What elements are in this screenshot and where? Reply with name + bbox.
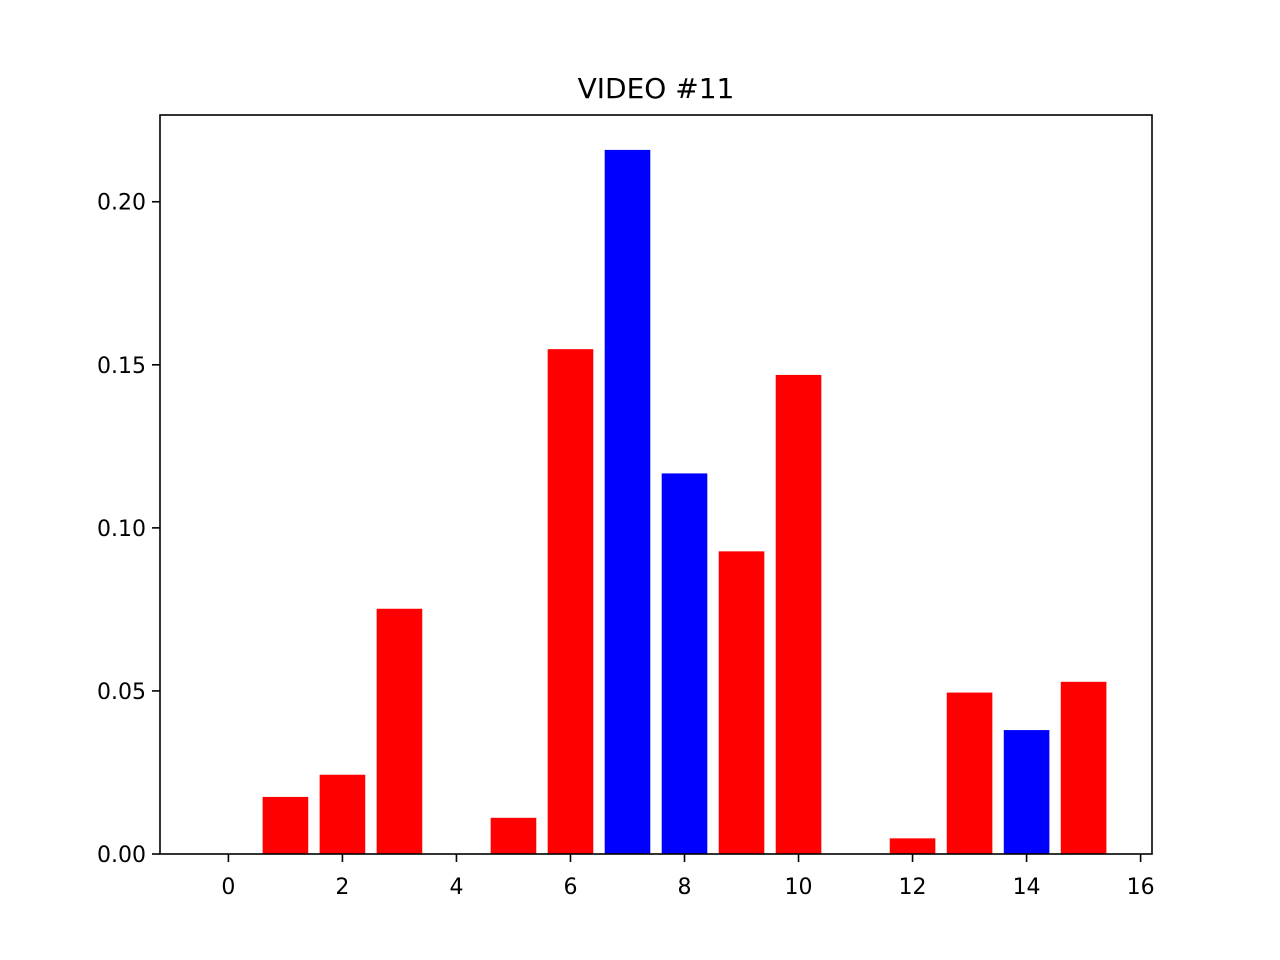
x-axis: 0 2 4 6 8 10 12 14 16: [221, 854, 1155, 900]
bar-7: [604, 149, 651, 855]
x-tick-label-4: 4: [449, 875, 463, 900]
bar-14: [1003, 730, 1050, 854]
plot-frame: [159, 114, 1153, 855]
bar-1: [262, 796, 309, 854]
x-tick-label-6: 6: [563, 875, 577, 900]
x-tick-label-12: 12: [899, 875, 927, 900]
x-tick-label-8: 8: [678, 875, 692, 900]
bar-10: [775, 374, 822, 854]
bars-group: [262, 149, 1107, 855]
bar-2: [319, 774, 366, 854]
y-tick-label-0: 0.00: [97, 843, 146, 868]
x-tick-label-14: 14: [1013, 875, 1041, 900]
bar-12: [889, 838, 936, 854]
chart-title: VIDEO #11: [578, 72, 735, 105]
bar-15: [1060, 681, 1107, 854]
bar-13: [946, 692, 993, 854]
y-tick-label-4: 0.20: [97, 191, 146, 216]
y-axis: 0.00 0.05 0.10 0.15 0.20: [97, 191, 160, 868]
x-tick-label-16: 16: [1127, 875, 1155, 900]
bar-3: [376, 608, 423, 854]
y-tick-label-2: 0.10: [97, 517, 146, 542]
x-tick-label-2: 2: [335, 875, 349, 900]
y-tick-label-3: 0.15: [97, 354, 146, 379]
bar-6: [547, 349, 594, 854]
x-tick-label-10: 10: [785, 875, 813, 900]
bar-5: [490, 817, 537, 854]
y-tick-label-1: 0.05: [97, 680, 146, 705]
bar-8: [661, 473, 708, 854]
bar-9: [718, 551, 765, 854]
x-tick-label-0: 0: [221, 875, 235, 900]
